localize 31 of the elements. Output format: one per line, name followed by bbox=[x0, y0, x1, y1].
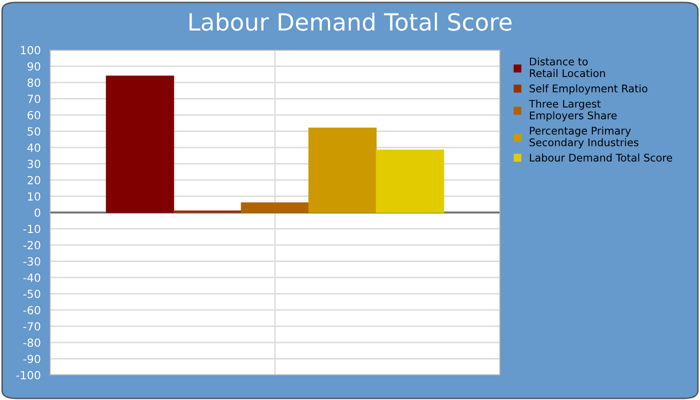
y-tick-label: -30 bbox=[23, 257, 40, 266]
y-tick-label: -60 bbox=[23, 306, 40, 314]
y-tick-label: 50 bbox=[28, 127, 40, 136]
bar bbox=[308, 128, 377, 213]
y-tick-label: -80 bbox=[23, 338, 40, 347]
y-tick-label: -100 bbox=[16, 370, 40, 380]
legend-label: Three Largest Employers Share bbox=[528, 100, 617, 122]
y-tick-label: 80 bbox=[28, 78, 40, 87]
y-tick-label: 70 bbox=[28, 94, 40, 104]
y-tick-label: 90 bbox=[28, 62, 40, 71]
bar bbox=[240, 202, 310, 213]
bar bbox=[376, 150, 444, 213]
legend-label: Labour Demand Total Score bbox=[530, 154, 672, 162]
y-tick-label: 20 bbox=[28, 176, 40, 184]
y-tick-label: 40 bbox=[27, 143, 40, 152]
y-tick-label: -90 bbox=[23, 354, 40, 364]
y-tick-label: 0 bbox=[34, 208, 40, 217]
y-tick-label: 30 bbox=[28, 160, 40, 168]
y-tick-label: -10 bbox=[23, 224, 40, 234]
y-tick-label: -20 bbox=[23, 240, 40, 250]
y-tick-label: -70 bbox=[23, 322, 40, 331]
legend-label: Distance to Retail Location bbox=[530, 57, 605, 78]
y-tick-label: -50 bbox=[23, 290, 40, 298]
y-tick-label: 60 bbox=[28, 110, 40, 120]
y-tick-label: -40 bbox=[23, 273, 40, 282]
y-tick-label: 10 bbox=[28, 192, 40, 201]
bar bbox=[106, 76, 174, 213]
y-tick-label: 100 bbox=[20, 46, 40, 54]
chart-title: Labour Demand Total Score bbox=[190, 12, 512, 31]
legend-label: Percentage Primary Secondary Industries bbox=[530, 126, 638, 148]
legend-label: Self Employment Ratio bbox=[530, 84, 648, 94]
